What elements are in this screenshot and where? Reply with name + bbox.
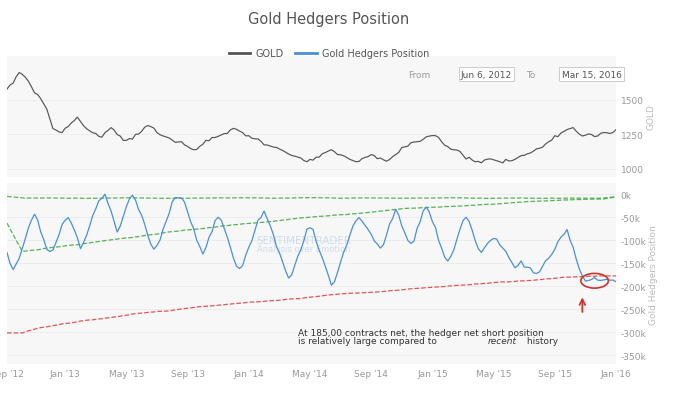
Text: At 185,00 contracts net, the hedger net short position: At 185,00 contracts net, the hedger net … [298,328,543,337]
Text: Analysis over Emotion: Analysis over Emotion [257,245,351,254]
Text: Mar 15, 2016: Mar 15, 2016 [561,70,622,79]
Legend: GOLD, Gold Hedgers Position: GOLD, Gold Hedgers Position [225,45,433,63]
Text: is relatively large compared to: is relatively large compared to [298,336,440,345]
Text: history: history [524,336,559,345]
Y-axis label: GOLD: GOLD [647,104,656,130]
Text: recent: recent [487,336,517,345]
Text: To: To [526,70,536,79]
Y-axis label: Gold Hedgers Position: Gold Hedgers Position [650,224,659,324]
Text: Gold Hedgers Position: Gold Hedgers Position [248,12,410,27]
Text: From: From [408,70,430,79]
Text: SENTIMENTRADER: SENTIMENTRADER [256,236,351,246]
Text: Jun 6, 2012: Jun 6, 2012 [461,70,512,79]
